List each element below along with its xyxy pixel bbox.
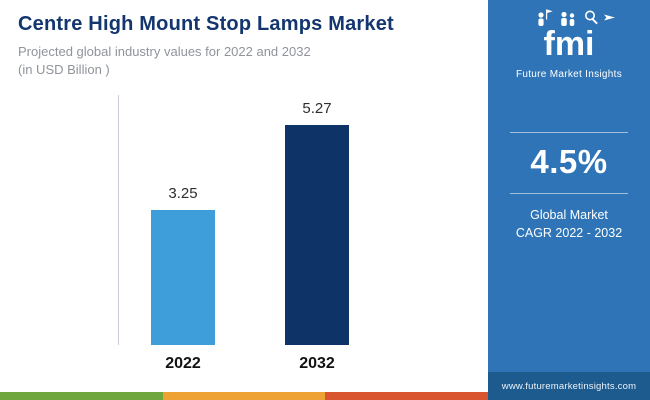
bar-chart-plot-area: 3.25 2022 5.27 2032 (118, 95, 349, 372)
bar-value-label: 5.27 (302, 100, 332, 117)
fmi-logo-graphic: fmi (538, 9, 615, 63)
page-title: Centre High Mount Stop Lamps Market (18, 13, 394, 35)
cagr-label: Global Market CAGR 2022 - 2032 (516, 206, 622, 242)
cagr-label-line2: CAGR 2022 - 2032 (515, 226, 623, 241)
chart-section: Centre High Mount Stop Lamps Market Proj… (0, 0, 489, 400)
strip-segment (0, 392, 163, 400)
website-bar: www.futuremarketinsights.com (488, 372, 650, 400)
chart-header: Centre High Mount Stop Lamps Market Proj… (0, 0, 488, 77)
bar-group-2032: 5.27 2032 (285, 95, 349, 372)
bar (285, 125, 349, 345)
x-axis-label: 2022 (165, 355, 201, 372)
brand-name: Future Market Insights (515, 69, 623, 80)
people-icon (561, 11, 567, 18)
person-flag-icon (538, 12, 544, 18)
bar-group-2022: 3.25 2022 (151, 95, 215, 372)
website-url: www.futuremarketinsights.com (501, 380, 637, 392)
cagr-value: 4.5% (530, 143, 608, 180)
plane-icon (604, 14, 615, 21)
strip-segment (325, 392, 489, 400)
divider-top (510, 132, 628, 133)
magnifier-icon (585, 10, 596, 21)
bottom-color-strip (0, 392, 489, 400)
fmi-logo: fmi Future Market Insights (515, 8, 623, 80)
bar (151, 210, 215, 345)
strip-segment (162, 392, 326, 400)
brand-sidebar: fmi Future Market Insights 4.5% Global M… (488, 0, 650, 400)
x-axis-label: 2032 (299, 355, 335, 372)
chart-subtitle: Projected global industry values for 202… (18, 44, 311, 59)
fmi-logo-text: fmi (544, 25, 595, 63)
divider-bottom (510, 193, 628, 194)
chart-unit-note: (in USD Billion ) (18, 62, 110, 77)
bar-value-label: 3.25 (168, 185, 198, 202)
cagr-label-line1: Global Market (530, 208, 608, 222)
